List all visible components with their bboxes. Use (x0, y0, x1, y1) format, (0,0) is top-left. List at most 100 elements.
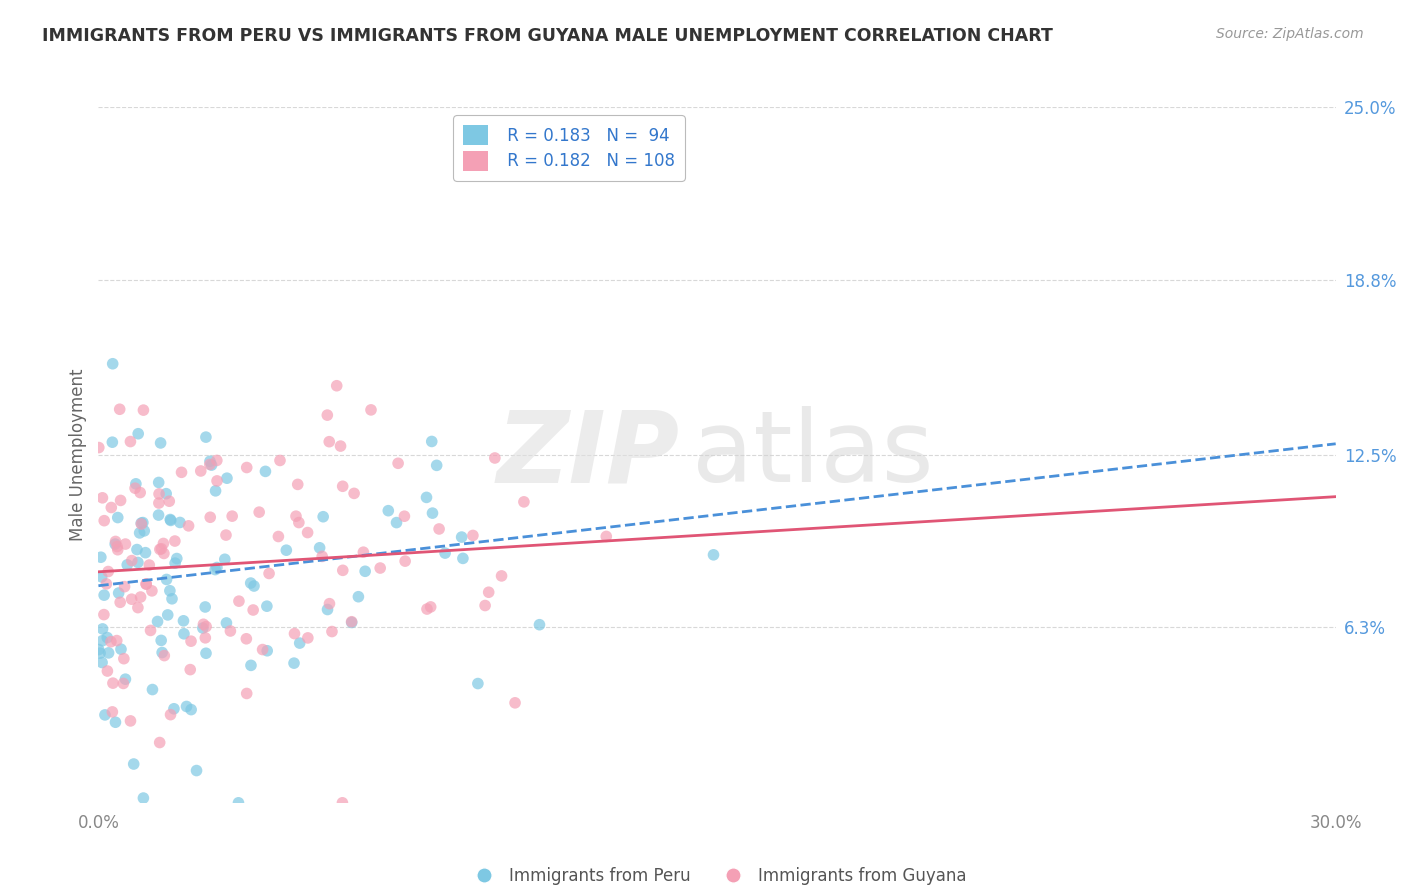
Point (107, 542, 129, 557)
Point (129, 590, 152, 604)
Point (297, 525, 319, 540)
Point (96, 631, 118, 645)
Point (243, 579, 266, 593)
Point (153, 648, 176, 663)
Point (312, 509, 335, 524)
Point (114, 537, 136, 551)
Point (269, 453, 291, 467)
Point (129, 485, 152, 500)
Point (256, 599, 278, 614)
Point (529, 617, 551, 632)
Point (360, 403, 382, 417)
Point (195, 646, 218, 660)
Point (90, 570, 112, 584)
Point (288, 516, 311, 530)
Y-axis label: Male Unemployment: Male Unemployment (69, 368, 87, 541)
Point (138, 558, 160, 572)
Point (91, 622, 114, 636)
Point (332, 563, 354, 577)
Point (96, 664, 118, 678)
Point (156, 607, 179, 622)
Point (316, 408, 339, 422)
Point (287, 477, 309, 491)
Point (173, 627, 195, 641)
Point (160, 591, 183, 606)
Point (325, 378, 347, 392)
Point (215, 471, 238, 485)
Point (177, 519, 200, 533)
Point (347, 590, 370, 604)
Point (141, 682, 163, 697)
Point (107, 510, 129, 524)
Point (283, 626, 305, 640)
Point (107, 586, 129, 600)
Point (159, 512, 181, 526)
Point (108, 595, 131, 609)
Point (163, 534, 186, 549)
Point (368, 561, 391, 575)
Point (329, 439, 352, 453)
Point (283, 656, 305, 670)
Point (205, 560, 228, 574)
Point (215, 528, 238, 542)
Point (93, 514, 115, 528)
Point (420, 434, 443, 449)
Point (131, 516, 153, 531)
Point (105, 540, 128, 554)
Point (170, 466, 193, 480)
Point (110, 642, 132, 657)
Point (149, 542, 172, 557)
Point (503, 696, 526, 710)
Point (132, 791, 155, 805)
Point (166, 551, 188, 566)
Point (90, 550, 112, 565)
Point (134, 546, 156, 560)
Point (288, 636, 311, 650)
Point (219, 624, 242, 638)
Point (422, 506, 444, 520)
Point (426, 458, 449, 473)
Point (198, 454, 221, 468)
Point (122, 757, 145, 772)
Point (321, 624, 343, 639)
Point (193, 617, 215, 632)
Point (450, 530, 472, 544)
Point (89, 646, 111, 660)
Point (387, 456, 409, 470)
Point (595, 529, 617, 543)
Point (114, 672, 136, 686)
Point (332, 796, 354, 810)
Point (205, 474, 228, 488)
Point (105, 633, 128, 648)
Point (159, 707, 181, 722)
Point (148, 496, 170, 510)
Point (149, 436, 172, 450)
Point (256, 644, 278, 658)
Point (205, 453, 228, 467)
Point (235, 686, 257, 700)
Point (474, 599, 496, 613)
Point (120, 434, 142, 449)
Point (451, 551, 474, 566)
Point (97, 646, 120, 660)
Point (104, 537, 127, 551)
Point (124, 481, 146, 495)
Point (127, 426, 149, 441)
Point (478, 585, 501, 599)
Point (100, 500, 122, 515)
Point (153, 546, 176, 560)
Point (159, 583, 181, 598)
Point (186, 764, 208, 778)
Point (239, 576, 262, 591)
Point (340, 615, 363, 630)
Point (114, 580, 136, 594)
Point (228, 796, 250, 810)
Point (91, 633, 114, 648)
Point (332, 479, 354, 493)
Point (125, 542, 148, 557)
Point (157, 494, 180, 508)
Point (108, 402, 131, 417)
Point (285, 509, 308, 524)
Point (194, 430, 217, 444)
Point (257, 566, 280, 581)
